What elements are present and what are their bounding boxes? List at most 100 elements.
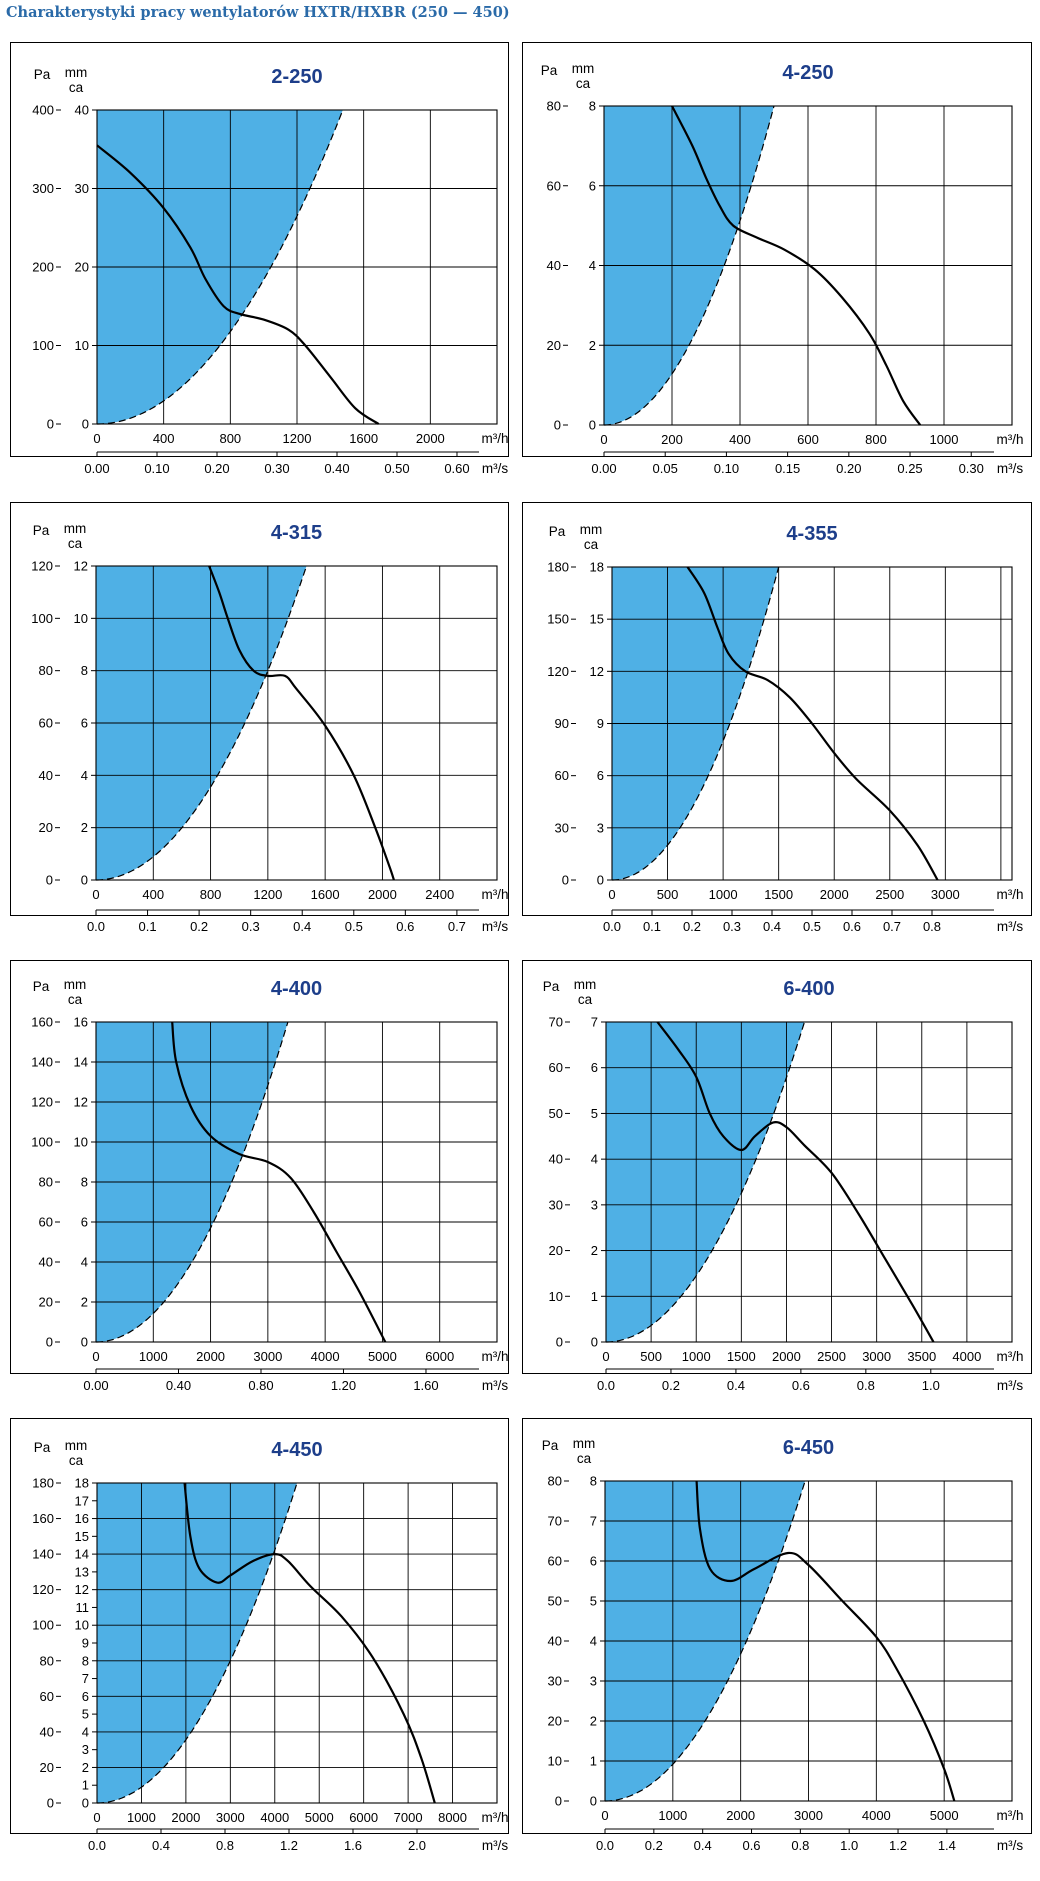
y-axis-label-mm: mm (64, 521, 87, 536)
y-tick-pa: 0 (47, 1796, 54, 1811)
y-tick-mm: 10 (75, 338, 89, 353)
x-tick-m3h: 1000 (139, 1349, 168, 1364)
x-tick-m3h: 0 (601, 1808, 608, 1823)
x-axis-label-m3s: m³/s (997, 461, 1023, 476)
x-tick-m3s: 0.6 (742, 1838, 760, 1853)
x-axis-label-m3s: m³/s (997, 1838, 1023, 1853)
y-axis-label-pa: Pa (34, 67, 51, 82)
y-tick-pa: 100 (31, 1135, 53, 1150)
y-tick-mm: 18 (590, 560, 604, 575)
y-axis-label-pa: Pa (542, 1438, 559, 1453)
chart-panel-border (10, 502, 509, 916)
y-tick-mm: 8 (590, 1474, 597, 1489)
y-tick-mm: 7 (591, 1015, 598, 1030)
chart-panel-border (10, 42, 509, 457)
x-tick-m3s: 0.4 (763, 919, 781, 934)
x-tick-m3h: 1000 (127, 1810, 156, 1825)
y-tick-pa: 0 (46, 1335, 53, 1350)
x-tick-m3h: 800 (865, 432, 887, 447)
y-tick-pa: 40 (39, 768, 53, 783)
y-axis-label-ca: ca (576, 76, 591, 91)
x-tick-m3h: 3500 (907, 1349, 936, 1364)
x-tick-m3h: 400 (153, 431, 175, 446)
y-tick-mm: 15 (75, 1529, 89, 1544)
system-curve-dashed (96, 109, 344, 425)
x-tick-m3s: 0.1 (643, 919, 661, 934)
x-tick-m3h: 200 (661, 432, 683, 447)
x-tick-m3h: 2000 (368, 887, 397, 902)
x-tick-m3s: 0.3 (723, 919, 741, 934)
y-tick-mm: 0 (589, 418, 596, 433)
x-tick-m3h: 4000 (862, 1808, 891, 1823)
y-tick-pa: 10 (549, 1289, 563, 1304)
y-axis-label-mm: mm (65, 1438, 88, 1453)
y-tick-mm: 4 (589, 258, 596, 273)
y-axis-label-ca: ca (69, 1453, 84, 1468)
y-tick-mm: 5 (82, 1707, 89, 1722)
x-tick-m3s: 0.0 (596, 1838, 614, 1853)
y-axis-label-ca: ca (68, 536, 83, 551)
x-tick-m3s: 0.40 (324, 461, 349, 476)
x-tick-m3h: 0 (602, 1349, 609, 1364)
x-tick-m3s: 0.6 (396, 919, 414, 934)
x-tick-m3s: 0.2 (190, 919, 208, 934)
y-tick-pa: 60 (555, 768, 569, 783)
x-tick-m3h: 400 (142, 887, 164, 902)
chart-panel-border (10, 1418, 509, 1834)
fan-curve (656, 1021, 935, 1343)
chart-panel-border (522, 1418, 1032, 1834)
y-axis-label-ca: ca (577, 1451, 592, 1466)
x-tick-m3s: 0.0 (597, 1378, 615, 1393)
x-tick-m3h: 5000 (930, 1808, 959, 1823)
x-tick-m3h: 2500 (875, 887, 904, 902)
x-tick-m3h: 0 (608, 887, 615, 902)
y-tick-mm: 1 (591, 1289, 598, 1304)
chart-title: 4-315 (271, 522, 322, 544)
y-axis-label-ca: ca (578, 992, 593, 1007)
x-axis-label-m3s: m³/s (482, 919, 508, 934)
y-tick-mm: 3 (597, 820, 604, 835)
y-tick-mm: 15 (590, 612, 604, 627)
y-tick-mm: 5 (590, 1594, 597, 1609)
y-tick-mm: 0 (82, 1796, 89, 1811)
y-tick-mm: 8 (81, 663, 88, 678)
x-tick-m3h: 1200 (283, 431, 312, 446)
y-tick-mm: 6 (589, 178, 596, 193)
system-curve-dashed (611, 566, 780, 881)
chart-title: 4-400 (271, 978, 322, 1000)
x-tick-m3s: 0.05 (653, 461, 678, 476)
system-curve-dashed (95, 565, 308, 881)
x-tick-m3h: 5000 (305, 1810, 334, 1825)
x-tick-m3h: 1200 (253, 887, 282, 902)
x-tick-m3h: 0 (93, 431, 100, 446)
x-tick-m3h: 1000 (930, 432, 959, 447)
x-tick-m3h: 1500 (764, 887, 793, 902)
operating-area-fill (606, 1022, 805, 1342)
x-axis-label-m3h: m³/h (997, 887, 1024, 902)
y-tick-pa: 50 (548, 1594, 562, 1609)
x-tick-m3s: 0.10 (714, 461, 739, 476)
y-tick-mm: 8 (82, 1653, 89, 1668)
x-tick-m3s: 2.0 (408, 1838, 426, 1853)
chart-panel-border (522, 960, 1032, 1374)
y-axis-label-pa: Pa (541, 63, 558, 78)
y-tick-mm: 10 (75, 1618, 89, 1633)
x-axis-label-m3s: m³/s (482, 461, 508, 476)
y-tick-pa: 40 (40, 1724, 54, 1739)
x-tick-m3h: 7000 (394, 1810, 423, 1825)
y-tick-pa: 300 (32, 181, 54, 196)
system-curve-dashed (604, 1480, 806, 1802)
y-tick-mm: 16 (75, 1511, 89, 1526)
y-tick-mm: 2 (591, 1243, 598, 1258)
x-tick-m3s: 0.2 (662, 1378, 680, 1393)
x-tick-m3s: 1.2 (889, 1838, 907, 1853)
x-tick-m3h: 0 (92, 887, 99, 902)
y-tick-mm: 0 (590, 1794, 597, 1809)
y-tick-pa: 20 (548, 1714, 562, 1729)
y-tick-mm: 16 (74, 1015, 88, 1030)
y-tick-pa: 50 (549, 1106, 563, 1121)
y-tick-mm: 8 (589, 99, 596, 114)
y-tick-pa: 20 (40, 1760, 54, 1775)
